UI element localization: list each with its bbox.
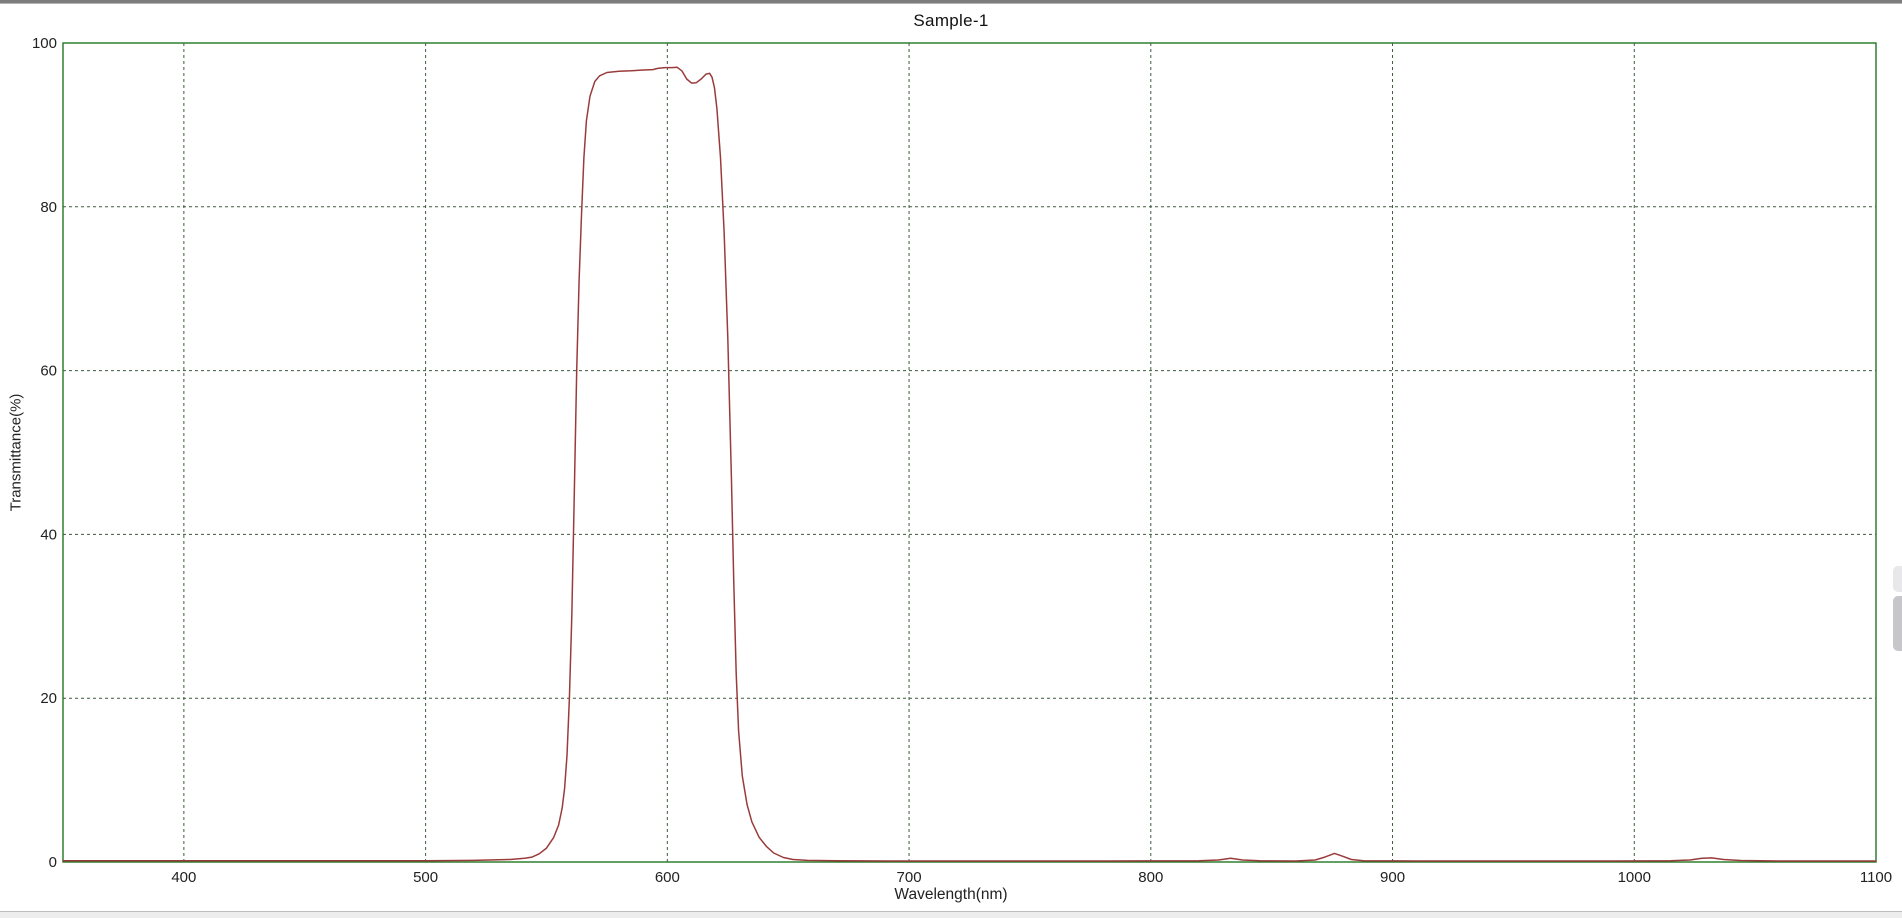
scrollbar-track-fragment[interactable] xyxy=(1893,566,1902,592)
scrollbar-thumb[interactable] xyxy=(1893,596,1902,651)
y-axis-title: Transmittance(%) xyxy=(7,393,25,512)
x-tick-label-1000: 1000 xyxy=(1618,869,1651,886)
y-tick-label-100: 100 xyxy=(32,35,57,52)
x-tick-label-500: 500 xyxy=(413,869,438,886)
series-line-Sample-1 xyxy=(62,66,1877,862)
x-tick-label-800: 800 xyxy=(1138,869,1163,886)
x-tick-label-900: 900 xyxy=(1380,869,1405,886)
x-tick-label-400: 400 xyxy=(171,869,196,886)
x-tick-label-600: 600 xyxy=(655,869,680,886)
x-tick-label-700: 700 xyxy=(897,869,922,886)
x-tick-label-1100: 1100 xyxy=(1860,869,1892,886)
y-tick-label-80: 80 xyxy=(40,199,57,216)
y-tick-label-40: 40 xyxy=(40,526,57,543)
y-tick-label-0: 0 xyxy=(49,854,57,871)
chart-title: Sample-1 xyxy=(913,11,989,30)
x-axis-title: Wavelength(nm) xyxy=(894,886,1008,903)
y-tick-label-60: 60 xyxy=(40,363,57,380)
plot-border xyxy=(62,42,1877,863)
window-bottom-edge xyxy=(0,911,1902,918)
y-tick-label-20: 20 xyxy=(40,690,57,707)
window-top-edge xyxy=(0,0,1902,4)
